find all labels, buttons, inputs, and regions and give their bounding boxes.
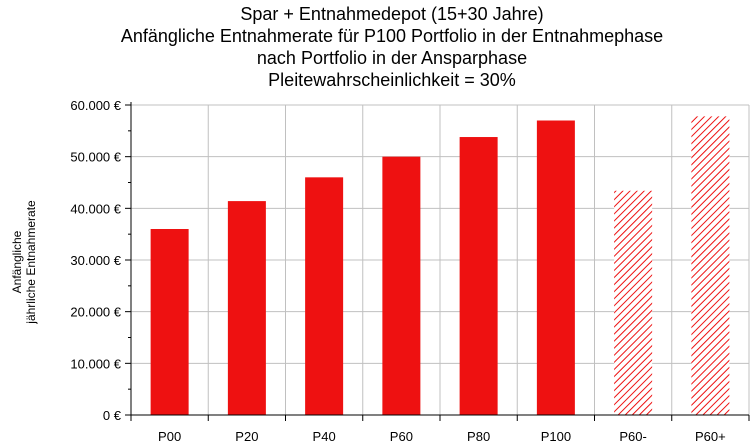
x-tick-label: P60- (619, 429, 646, 444)
axes (125, 102, 750, 421)
bar-p100 (536, 120, 575, 415)
y-tick-label: 50.000 € (70, 150, 121, 165)
x-tick-label: P100 (541, 429, 571, 444)
y-axis-title: Anfängliche jährliche Entnahmerate (10, 200, 38, 325)
y-tick-label: 0 € (103, 408, 122, 423)
y-axis-title-line-2: jährliche Entnahmerate (24, 200, 38, 325)
x-tick-label: P20 (235, 429, 258, 444)
x-tick-labels: P00 P20 P40 P60 P80 P100 P60- P60+ (158, 429, 726, 444)
y-tick-label: 20.000 € (70, 305, 121, 320)
x-tick-label: P60+ (695, 429, 726, 444)
bar-p60 (382, 156, 421, 415)
chart-title: Spar + Entnahmedepot (15+30 Jahre) Anfän… (121, 4, 663, 90)
bar-p60-hatched (691, 116, 730, 415)
bar-p20 (227, 201, 266, 415)
chart-title-line-4: Pleitewahrscheinlichkeit = 30% (268, 70, 516, 90)
chart-title-line-3: nach Portfolio in der Ansparphase (257, 48, 527, 68)
y-tick-label: 40.000 € (70, 201, 121, 216)
x-tick-label: P00 (158, 429, 181, 444)
bar-p40 (305, 177, 344, 415)
bar-p00 (150, 229, 189, 415)
chart-title-line-2: Anfängliche Entnahmerate für P100 Portfo… (121, 26, 663, 46)
y-tick-label: 10.000 € (70, 356, 121, 371)
chart-title-line-1: Spar + Entnahmedepot (15+30 Jahre) (240, 4, 543, 24)
bar-p60-hatched (614, 190, 653, 415)
y-axis-title-line-1: Anfängliche (10, 230, 24, 293)
x-tick-label: P40 (313, 429, 336, 444)
bar-p80 (459, 137, 498, 416)
grid (131, 104, 750, 415)
x-tick-label: P60 (390, 429, 413, 444)
bars (150, 116, 730, 416)
y-tick-label: 60.000 € (70, 98, 121, 113)
y-tick-labels: 0 € 10.000 € 20.000 € 30.000 € 40.000 € 50.00… (70, 98, 121, 423)
y-tick-label: 30.000 € (70, 253, 121, 268)
x-tick-label: P80 (467, 429, 490, 444)
